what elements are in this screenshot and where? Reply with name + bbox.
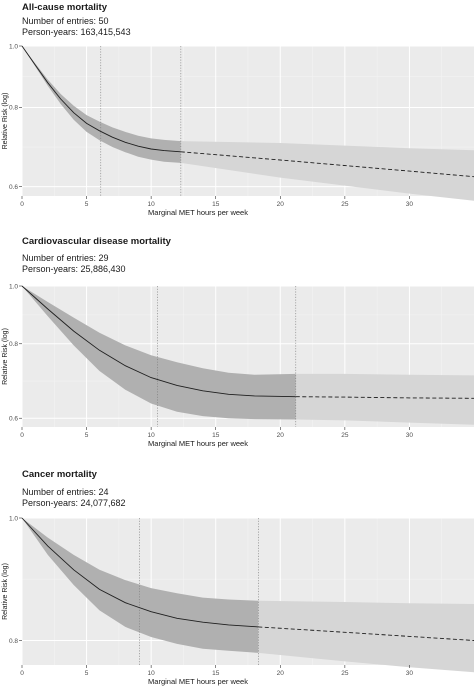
x-tick-label: 0: [20, 670, 24, 677]
chart-plot: 0 5 10 15 20 25 30 0.6 0.8 1.0 Marginal MET hours …: [2, 43, 474, 217]
y-tick-label: 1.0: [9, 283, 18, 290]
x-tick-label: 10: [148, 432, 156, 439]
entries-label: Number of entries: 50: [22, 16, 109, 26]
confidence-band: [22, 518, 259, 653]
chart-title: Cardiovascular disease mortality: [22, 236, 171, 247]
series-line: [21, 517, 259, 628]
confidence-band-extrapolated: [258, 600, 474, 673]
chart-plot: 0 5 10 15 20 25 30 0.6 0.8 1.0 Marginal MET hours …: [2, 283, 474, 448]
entries-label: Number of entries: 29: [22, 253, 109, 263]
x-tick-label: 5: [85, 670, 89, 677]
x-axis-label: Marginal MET hours per week: [148, 208, 248, 217]
chart-panel-cancer: Cancer mortality Number of entries: 24 P…: [0, 466, 474, 687]
x-tick-label: 30: [406, 432, 414, 439]
x-tick-label: 20: [277, 670, 285, 677]
confidence-band-extrapolated: [295, 373, 474, 425]
y-tick-label: 1.0: [9, 43, 18, 50]
x-tick-label: 10: [148, 201, 156, 208]
x-tick-label: 30: [406, 670, 414, 677]
y-tick-label: 1.0: [9, 515, 18, 522]
x-tick-label: 0: [20, 432, 24, 439]
chart-title: Cancer mortality: [22, 469, 97, 480]
x-axis-label: Marginal MET hours per week: [148, 439, 248, 448]
x-tick-label: 0: [20, 201, 24, 208]
x-tick-label: 20: [277, 432, 285, 439]
confidence-band-extrapolated: [180, 141, 474, 201]
series-line: [21, 45, 181, 153]
person-years-label: Person-years: 163,415,543: [22, 27, 131, 37]
person-years-label: Person-years: 25,886,430: [22, 264, 126, 274]
y-tick-label: 0.8: [9, 638, 18, 645]
y-tick-label: 0.6: [9, 416, 18, 423]
x-tick-label: 15: [212, 670, 220, 677]
x-tick-label: 5: [85, 201, 89, 208]
y-tick-label: 0.8: [9, 105, 18, 112]
series-line-dashed: [258, 626, 474, 641]
confidence-band: [22, 286, 296, 420]
confidence-band: [22, 46, 181, 163]
series-line-dashed: [180, 151, 474, 178]
x-tick-label: 25: [341, 670, 349, 677]
y-axis-label: Relative Risk (log): [2, 328, 9, 385]
x-tick-label: 25: [341, 432, 349, 439]
x-tick-label: 30: [406, 201, 414, 208]
y-axis-label: Relative Risk (log): [2, 563, 9, 620]
x-tick-label: 5: [85, 432, 89, 439]
x-tick-label: 15: [212, 432, 220, 439]
chart-title: All-cause mortality: [22, 2, 107, 13]
x-tick-label: 15: [212, 201, 220, 208]
y-axis-label: Relative Risk (log): [2, 93, 9, 150]
x-tick-label: 20: [277, 201, 285, 208]
y-tick-label: 0.8: [9, 341, 18, 348]
person-years-label: Person-years: 24,077,682: [22, 498, 126, 508]
series-line: [21, 285, 296, 398]
entries-label: Number of entries: 24: [22, 487, 109, 497]
y-tick-label: 0.6: [9, 184, 18, 191]
series-line-dashed: [295, 396, 474, 399]
x-tick-label: 10: [148, 670, 156, 677]
chart-panel-all-cause: All-cause mortality Number of entries: 5…: [0, 0, 474, 222]
chart-plot: 0 5 10 15 20 25 30 0.8 1.0 Marginal MET hours per…: [2, 515, 474, 686]
x-axis-label: Marginal MET hours per week: [148, 677, 248, 686]
x-tick-label: 25: [341, 201, 349, 208]
chart-panel-cardiovascular: Cardiovascular disease mortality Number …: [0, 232, 474, 452]
